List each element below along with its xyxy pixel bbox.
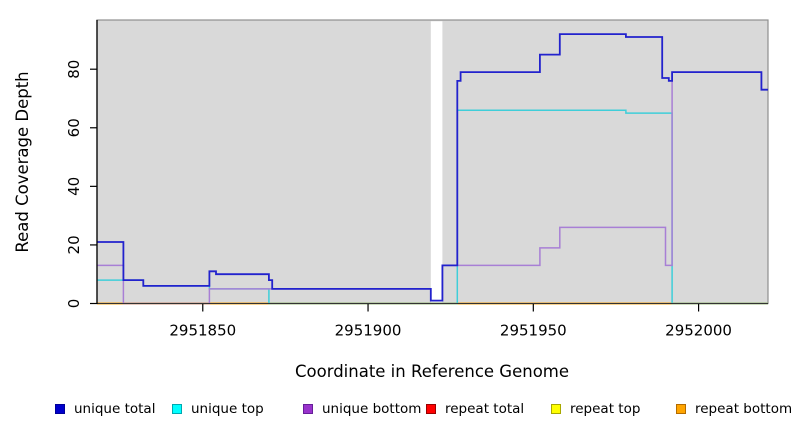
series-unique-total-line [97,33,768,302]
legend-label: repeat bottom [695,401,792,417]
legend: unique total unique top unique bottom repea… [0,398,792,422]
axes [96,20,768,304]
x-tick-label: 2951900 [335,322,402,340]
legend-swatch-icon [172,404,182,414]
legend-label: unique bottom [322,401,422,417]
y-tick-label: 0 [65,299,83,309]
legend-swatch-icon [303,404,313,414]
y-tick-label: 80 [65,60,83,79]
legend-item-repeat-total: repeat total [426,398,524,420]
legend-swatch-icon [551,404,561,414]
legend-item-repeat-top: repeat top [551,398,640,420]
coverage-gap-band [430,21,443,303]
x-axis-title: Coordinate in Reference Genome [295,362,569,381]
coverage-plot: 2951850 2951900 2951950 2952000 0 20 40 60 80 Co… [13,19,769,381]
legend-item-unique-bottom: unique bottom [303,398,421,420]
legend-swatch-icon [426,404,436,414]
y-tick-label: 60 [65,118,83,137]
legend-label: repeat total [445,401,525,417]
legend-item-unique-total: unique total [55,398,155,420]
y-axis-title: Read Coverage Depth [13,71,32,252]
legend-swatch-icon [676,404,686,414]
series-unique-bottom-line [97,71,768,305]
legend-item-unique-top: unique top [172,398,264,420]
y-tick-label: 40 [65,177,83,196]
x-tick-label: 2951950 [500,322,567,340]
legend-swatch-icon [55,404,65,414]
legend-item-repeat-bottom: repeat bottom [676,398,792,420]
y-tick-label: 20 [65,235,83,254]
x-tick-label: 2952000 [665,322,732,340]
legend-label: repeat top [570,401,641,417]
axis-ticks: 2951850 2951900 2951950 2952000 0 20 40 60 80 [65,60,732,340]
legend-label: unique top [191,401,264,417]
x-tick-label: 2951850 [169,322,236,340]
legend-label: unique total [74,401,156,417]
